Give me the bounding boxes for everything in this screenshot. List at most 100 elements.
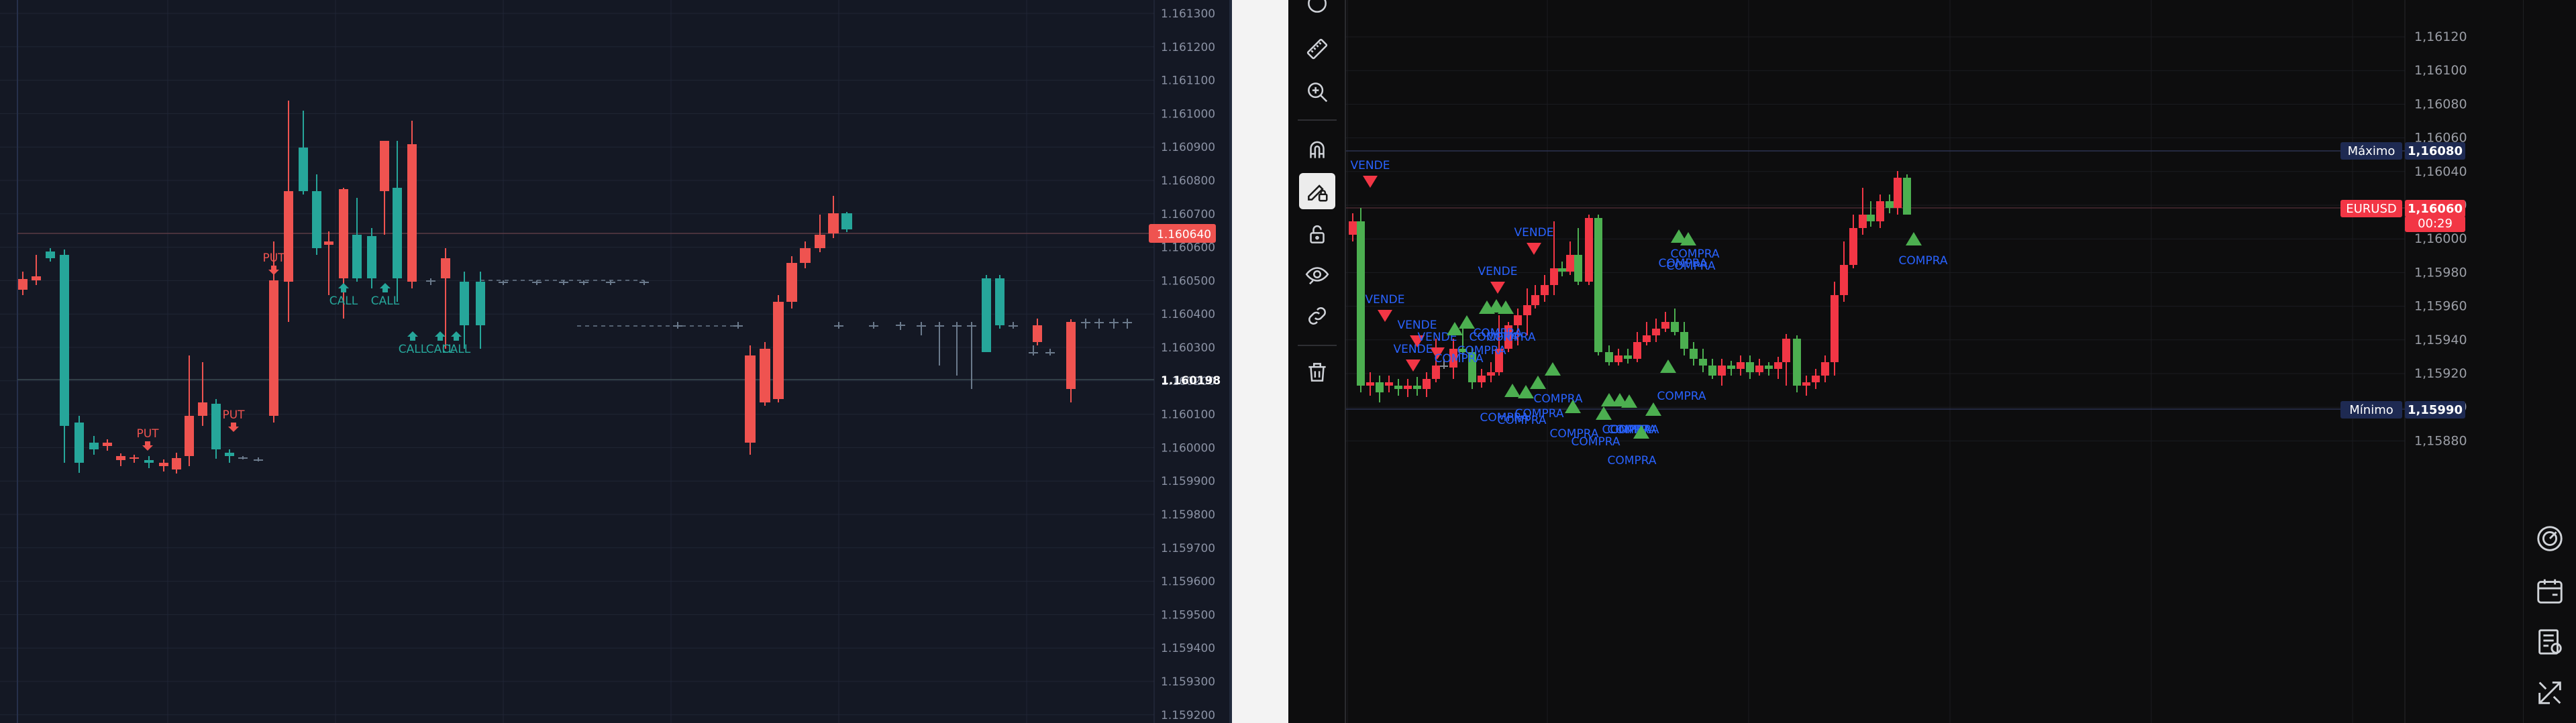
- candle-body: [1793, 339, 1801, 386]
- candle-body: [1066, 322, 1076, 389]
- buy-triangle-icon: [1633, 425, 1649, 439]
- candle-body: [1531, 295, 1539, 305]
- delete-tool[interactable]: [1299, 354, 1335, 390]
- cross-arrows-icon[interactable]: [2534, 677, 2565, 708]
- candle-body: [46, 252, 55, 258]
- candle-body: [1033, 325, 1042, 342]
- price-tick-label: 1.161200: [1161, 41, 1215, 54]
- toolbar-separator: [1298, 345, 1337, 346]
- visibility-tool[interactable]: [1299, 256, 1335, 292]
- candle-body: [834, 325, 843, 327]
- candle-body: [1376, 382, 1384, 392]
- countdown-badge-bg: [2405, 216, 2465, 232]
- buy-signal-label: COMPRA: [1608, 423, 1657, 437]
- call-signal-label: CALL: [329, 294, 358, 308]
- candle-body: [1558, 268, 1566, 272]
- buy-signal-label: COMPRA: [1659, 257, 1708, 270]
- unlock-tool[interactable]: [1299, 216, 1335, 252]
- left-price-axis[interactable]: 1.161300 1.161200 1.161100 1.161000 1.160900…: [1149, 7, 1221, 722]
- price-tick-label: 1.161100: [1161, 74, 1215, 88]
- left-chart-panel[interactable]: PUT PUT PUT CALL CALL CALL CALL CALL 1.161300 1.…: [0, 0, 1232, 723]
- candle-body: [606, 282, 615, 283]
- candle-body: [982, 278, 991, 352]
- candle-body: [225, 453, 234, 456]
- candle-body: [1782, 339, 1790, 362]
- candle-body: [1624, 355, 1632, 359]
- candle-body: [760, 349, 770, 402]
- candle-body: [1840, 265, 1848, 295]
- buy-signal-label: COMPRA: [1534, 392, 1583, 406]
- candle-body: [1680, 332, 1688, 349]
- magnet-tool[interactable]: [1299, 131, 1335, 168]
- current-price-badge-text: 1.160640: [1157, 228, 1211, 241]
- price-tick-label: 1.159400: [1161, 642, 1215, 655]
- calendar-icon[interactable]: [2534, 575, 2565, 606]
- call-arrow-icon: [380, 283, 391, 292]
- buy-triangle-icon: [1530, 376, 1546, 389]
- buy-triangle-icon: [1680, 232, 1696, 245]
- window-gap: [1232, 0, 1288, 723]
- lock-drawings-tool[interactable]: [1299, 173, 1335, 209]
- candle-body: [869, 325, 878, 327]
- speedometer-icon[interactable]: [2534, 523, 2565, 554]
- buy-triangle-icon: [1645, 402, 1661, 416]
- candle-body: [896, 325, 905, 326]
- candle-body: [1831, 295, 1839, 362]
- buy-signal-label: COMPRA: [1657, 390, 1706, 403]
- minimo-value-bg: [2405, 401, 2465, 419]
- marked-price-label: 1.160198: [1161, 374, 1221, 388]
- buy-signal-label: COMPRA: [1671, 247, 1720, 261]
- put-signal-label: PUT: [262, 252, 285, 265]
- right-signals: VENDEVENDEVENDEVENDEVENDEVENDEVENDECOMPR…: [1351, 159, 1948, 467]
- sell-triangle-icon: [1430, 347, 1445, 359]
- toolbar-separator: [1298, 119, 1337, 121]
- news-icon[interactable]: [2534, 626, 2565, 657]
- candle-body: [639, 282, 649, 283]
- buy-triangle-icon: [1906, 232, 1922, 245]
- candle-body: [673, 325, 682, 327]
- zoom-tool[interactable]: [1299, 74, 1335, 110]
- candle-body: [1886, 201, 1894, 208]
- call-arrow-icon: [338, 283, 349, 292]
- price-tick-label: 1.160700: [1161, 208, 1215, 221]
- candle-body: [1487, 372, 1495, 376]
- price-tick-label: 1.160000: [1161, 441, 1215, 455]
- right-chart-panel[interactable]: VENDE VENDE VENDE VENDE VENDE VENDE VENDE COMPR…: [1288, 0, 2576, 723]
- price-tick-label: 1,16120: [2414, 30, 2467, 44]
- candle-body: [476, 282, 485, 325]
- candle-body: [952, 325, 962, 327]
- maximo-label-bg: [2340, 142, 2402, 160]
- candle-body: [1404, 386, 1412, 389]
- candle-body: [130, 457, 139, 459]
- candle-body: [380, 141, 389, 191]
- candle-body: [1514, 315, 1522, 325]
- candle-body: [284, 191, 293, 282]
- buy-signal-label: COMPRA: [1610, 423, 1659, 437]
- right-chart-canvas[interactable]: VENDEVENDEVENDEVENDEVENDEVENDEVENDECOMPR…: [1346, 0, 2524, 723]
- candle-body: [103, 443, 112, 446]
- price-tick-label: 1,15960: [2414, 299, 2467, 314]
- candle-body: [144, 460, 154, 463]
- candle-body: [1859, 215, 1867, 228]
- candle-body: [1394, 386, 1402, 389]
- price-badge-bg: [2405, 200, 2465, 217]
- buy-signal-label: COMPRA: [1667, 260, 1716, 273]
- candle-body: [1765, 366, 1773, 369]
- link-tool[interactable]: [1299, 298, 1335, 334]
- call-signal-label: CALL: [399, 343, 427, 356]
- buy-signal-label: COMPRA: [1498, 414, 1547, 427]
- pencil-lock-icon: [1308, 184, 1328, 202]
- candle-body: [1802, 382, 1810, 386]
- candle-body: [1903, 178, 1911, 215]
- sell-signal-label: VENDE: [1394, 343, 1433, 356]
- buy-triangle-icon: [1488, 299, 1504, 313]
- right-price-axis[interactable]: 1,161201,161001,160801,160601,160401,160…: [2340, 30, 2467, 448]
- candle-body: [254, 459, 263, 461]
- candle-body: [1432, 366, 1440, 379]
- ruler-tool[interactable]: [1299, 31, 1335, 67]
- candle-body: [1449, 349, 1457, 368]
- settings-tool[interactable]: [1299, 0, 1335, 21]
- candle-body: [393, 188, 402, 278]
- candle-body: [1349, 221, 1357, 235]
